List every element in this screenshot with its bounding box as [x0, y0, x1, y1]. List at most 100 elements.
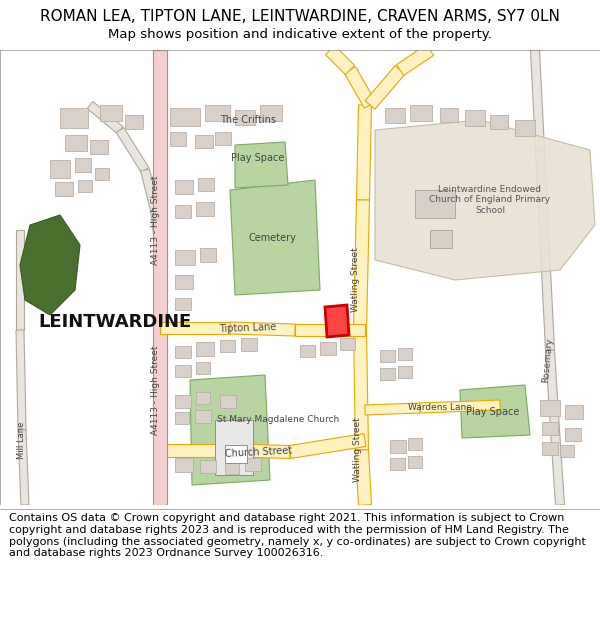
- Polygon shape: [344, 67, 376, 108]
- Bar: [175, 395, 191, 408]
- Bar: [542, 442, 558, 455]
- Bar: [410, 105, 432, 121]
- Bar: [175, 275, 193, 289]
- Bar: [196, 202, 214, 216]
- Polygon shape: [530, 50, 544, 150]
- Text: A4113 - High Street: A4113 - High Street: [151, 345, 160, 435]
- Bar: [430, 230, 452, 248]
- Polygon shape: [16, 330, 26, 430]
- Polygon shape: [353, 330, 368, 450]
- Text: Rosemary: Rosemary: [542, 338, 554, 382]
- Bar: [380, 368, 395, 380]
- Bar: [565, 428, 581, 441]
- Text: Leintwardine Endowed
Church of England Primary
School: Leintwardine Endowed Church of England P…: [430, 185, 551, 215]
- Bar: [390, 440, 406, 453]
- Polygon shape: [160, 322, 230, 334]
- Bar: [398, 348, 412, 360]
- Bar: [380, 350, 395, 362]
- Bar: [241, 338, 257, 351]
- Bar: [408, 438, 422, 450]
- Polygon shape: [116, 127, 149, 172]
- Bar: [196, 392, 210, 404]
- Polygon shape: [460, 385, 530, 438]
- Bar: [196, 362, 210, 374]
- Bar: [415, 190, 455, 218]
- Polygon shape: [541, 250, 554, 350]
- Bar: [205, 105, 230, 121]
- Bar: [65, 135, 87, 151]
- Bar: [465, 110, 485, 126]
- Bar: [170, 132, 186, 146]
- Text: A4113 - High Street: A4113 - High Street: [151, 175, 160, 265]
- Polygon shape: [230, 322, 295, 336]
- Polygon shape: [365, 403, 420, 415]
- Bar: [540, 400, 560, 416]
- Bar: [195, 410, 211, 423]
- Bar: [175, 346, 191, 358]
- Bar: [95, 168, 109, 180]
- Bar: [78, 180, 92, 192]
- Text: Mill Lane: Mill Lane: [17, 421, 26, 459]
- Polygon shape: [545, 350, 559, 430]
- Bar: [390, 458, 405, 470]
- Bar: [515, 120, 535, 136]
- Polygon shape: [551, 430, 565, 505]
- Polygon shape: [295, 324, 365, 336]
- Polygon shape: [365, 66, 405, 109]
- Text: St Mary Magdalene Church: St Mary Magdalene Church: [217, 416, 339, 424]
- Bar: [125, 115, 143, 129]
- Bar: [75, 158, 91, 172]
- Text: Watling Street: Watling Street: [353, 418, 362, 482]
- Bar: [220, 395, 236, 408]
- Bar: [175, 250, 195, 265]
- Bar: [220, 340, 235, 352]
- Bar: [235, 110, 255, 125]
- Bar: [196, 342, 214, 356]
- Polygon shape: [160, 444, 220, 456]
- Bar: [260, 105, 282, 121]
- Text: Map shows position and indicative extent of the property.: Map shows position and indicative extent…: [108, 28, 492, 41]
- Text: Wardens Lane: Wardens Lane: [408, 404, 472, 412]
- Bar: [198, 178, 214, 191]
- Bar: [90, 140, 108, 154]
- Polygon shape: [356, 105, 371, 200]
- Text: Contains OS data © Crown copyright and database right 2021. This information is : Contains OS data © Crown copyright and d…: [9, 513, 586, 558]
- Bar: [320, 342, 336, 355]
- Polygon shape: [18, 430, 29, 505]
- Polygon shape: [87, 101, 123, 134]
- Polygon shape: [375, 120, 595, 280]
- Polygon shape: [325, 46, 355, 74]
- Polygon shape: [220, 444, 290, 459]
- Bar: [490, 115, 508, 129]
- Text: Cemetery: Cemetery: [248, 233, 296, 243]
- Bar: [175, 180, 193, 194]
- Polygon shape: [190, 375, 270, 485]
- Bar: [200, 460, 216, 473]
- Polygon shape: [356, 449, 371, 506]
- Polygon shape: [235, 142, 288, 188]
- Bar: [200, 248, 216, 262]
- Bar: [175, 205, 191, 218]
- Bar: [195, 135, 213, 148]
- Text: Play Space: Play Space: [466, 407, 520, 417]
- Text: Church Street: Church Street: [224, 445, 292, 459]
- Bar: [408, 456, 422, 468]
- Bar: [440, 108, 458, 122]
- Polygon shape: [289, 434, 366, 458]
- Polygon shape: [151, 209, 164, 251]
- Text: Play Space: Play Space: [232, 153, 284, 163]
- Bar: [100, 105, 122, 121]
- Bar: [170, 108, 200, 126]
- Bar: [215, 420, 253, 475]
- Bar: [565, 405, 583, 419]
- Bar: [398, 366, 412, 378]
- Bar: [225, 462, 239, 474]
- Bar: [385, 108, 405, 123]
- Bar: [300, 345, 315, 357]
- Bar: [175, 412, 189, 424]
- Polygon shape: [325, 305, 349, 337]
- Polygon shape: [420, 400, 500, 413]
- Polygon shape: [353, 200, 370, 330]
- Text: Tipton Lane: Tipton Lane: [219, 322, 277, 334]
- Polygon shape: [397, 44, 434, 76]
